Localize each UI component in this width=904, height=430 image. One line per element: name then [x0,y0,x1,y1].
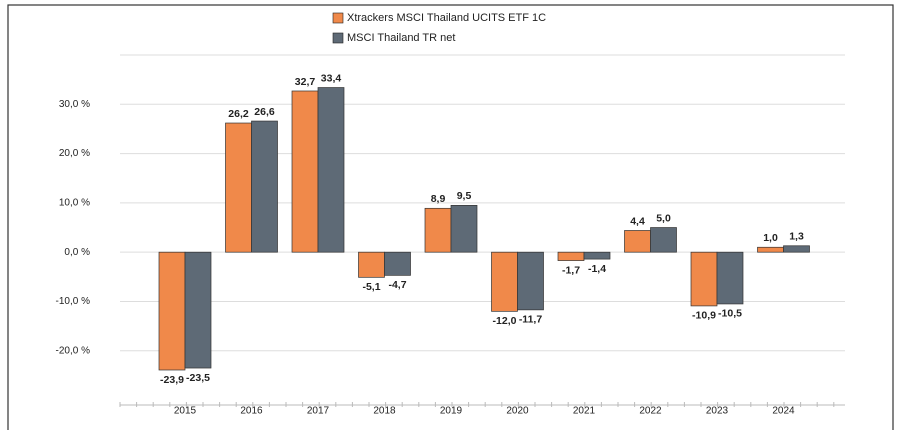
value-label: 26,6 [254,106,275,118]
legend-swatch [332,12,344,24]
bar [291,90,319,253]
value-label: -23,5 [186,372,210,384]
value-label: 5,0 [656,212,671,224]
x-tick-label: 2016 [240,406,263,417]
bar [517,251,544,311]
bar [225,122,252,253]
value-label: -11,7 [519,314,543,326]
legend-label: Xtrackers MSCI Thailand UCITS ETF 1C [347,12,546,24]
bar [716,251,744,305]
bar [317,87,345,253]
bar [557,251,585,261]
value-label: 1,0 [763,232,778,244]
bar [624,230,651,253]
value-label: -4,7 [388,279,406,291]
y-tick-label: 30,0 % [59,99,90,110]
value-label: 8,9 [431,193,446,205]
value-label: -1,7 [562,264,580,276]
x-tick-label: 2017 [307,406,330,417]
legend-label: MSCI Thailand TR net [347,32,455,44]
bar [424,207,452,253]
value-label: -12,0 [493,315,517,327]
y-tick-label: 20,0 % [59,148,90,159]
bar [358,251,385,278]
x-tick-label: 2023 [706,406,729,417]
value-label: 32,7 [295,76,316,88]
bar [650,227,677,253]
bar [583,251,611,260]
bar [491,251,518,312]
value-label: -23,9 [160,374,184,386]
x-tick-label: 2022 [639,406,662,417]
value-label: 1,3 [789,231,804,243]
y-tick-label: 0,0 % [64,247,90,258]
bar [783,245,810,253]
value-label: -1,4 [588,263,606,275]
bar [757,246,784,253]
bar [384,251,411,276]
x-tick-label: 2024 [772,406,795,417]
x-tick-label: 2021 [573,406,596,417]
x-tick-label: 2019 [440,406,463,417]
bar [158,251,186,371]
x-tick-label: 2020 [506,406,529,417]
value-label: -10,5 [718,308,742,320]
x-tick-label: 2015 [174,406,197,417]
bar [450,205,478,253]
x-tick-label: 2018 [373,406,396,417]
y-tick-label: 10,0 % [59,198,90,209]
legend-swatch [332,32,344,44]
value-label: 4,4 [630,215,645,227]
value-label: 26,2 [228,108,249,120]
value-label: -5,1 [362,281,380,293]
value-label: 9,5 [457,190,472,202]
value-label: -10,9 [692,310,716,322]
y-tick-label: -20,0 % [56,345,91,356]
value-label: 33,4 [321,72,342,84]
bar [690,251,718,307]
bar [184,251,212,369]
y-tick-label: -10,0 % [56,296,91,307]
frame [7,4,894,430]
bar [251,120,278,253]
